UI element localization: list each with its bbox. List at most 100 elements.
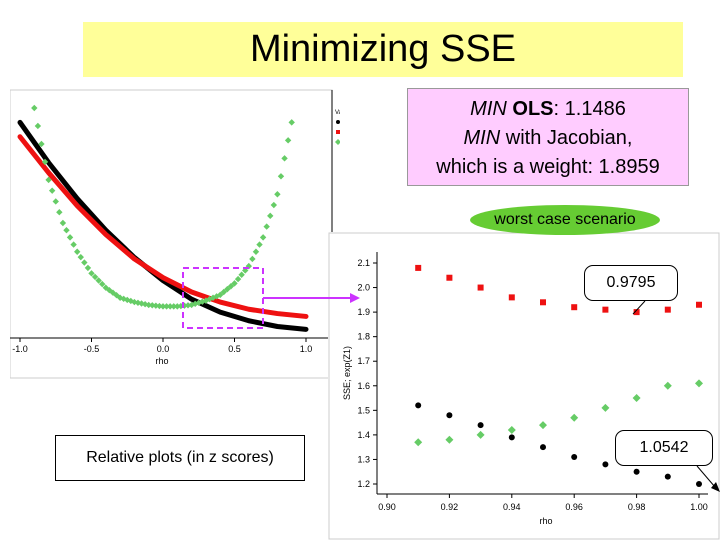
- right-series-0-point: [446, 412, 453, 419]
- left-series-2-point: [149, 302, 156, 309]
- right-series-2-point: [695, 379, 703, 388]
- left-series-2-point: [59, 219, 67, 227]
- left-x-tick-label: -0.5: [84, 344, 100, 354]
- left-x-tick-label: -1.0: [12, 344, 28, 354]
- left-series-2-point: [48, 187, 56, 194]
- min-ols-bold: OLS: [512, 98, 554, 120]
- worst-case-ellipse: worst case scenario: [470, 205, 660, 235]
- right-series-2-point: [570, 413, 579, 422]
- left-chart: -1.0-0.50.00.51.0rhoVariableSSE-OLSSSE-S…: [10, 88, 340, 380]
- left-series-2-point: [56, 209, 63, 216]
- left-series-2-point: [145, 301, 152, 309]
- right-series-1-point: [602, 306, 609, 313]
- left-series-2-point: [120, 295, 127, 303]
- right-y-tick-label: 1.7: [357, 356, 370, 366]
- right-series-0-point: [633, 468, 640, 475]
- left-series-2-point: [106, 287, 113, 294]
- min-sse-callout: MIN OLS: 1.1486 MIN with Jacobian, which…: [407, 88, 689, 186]
- left-series-2-point: [174, 303, 181, 310]
- left-x-axis-label: rho: [155, 356, 168, 366]
- right-series-0-point: [415, 402, 422, 409]
- left-x-tick-label: 1.0: [300, 344, 313, 354]
- right-y-tick-label: 1.8: [357, 332, 370, 342]
- left-series-2-point: [259, 234, 267, 241]
- right-y-tick-label: 2.0: [357, 283, 370, 293]
- right-y-tick-label: 1.2: [357, 479, 370, 489]
- right-x-tick-label: 0.94: [503, 502, 521, 512]
- left-series-2-point: [159, 303, 167, 310]
- left-series-2-point: [127, 297, 135, 305]
- left-legend-title: Variable: [335, 110, 340, 116]
- left-series-2-point: [163, 303, 170, 310]
- right-series-1-point: [696, 301, 702, 308]
- value-annotation-bottom: 1.0542: [615, 430, 713, 466]
- right-series-0-point: [508, 434, 515, 441]
- right-y-tick-label: 1.3: [357, 454, 370, 464]
- right-series-2-point: [601, 403, 610, 412]
- left-series-2-point: [166, 303, 174, 310]
- right-x-tick-label: 0.96: [565, 502, 583, 512]
- right-series-0-point: [571, 453, 578, 460]
- right-series-1-point: [664, 306, 671, 313]
- right-y-tick-label: 1.4: [357, 430, 370, 440]
- right-series-1-point: [571, 304, 578, 311]
- left-series-2-point: [70, 241, 77, 248]
- right-x-tick-label: 0.90: [378, 502, 396, 512]
- left-series-2-point: [116, 294, 124, 301]
- right-series-1-point: [446, 274, 453, 281]
- left-series-2-point: [113, 292, 120, 299]
- value-annotation-top: 0.9795: [584, 265, 678, 301]
- left-series-2-point: [177, 302, 185, 310]
- right-series-2-point: [507, 425, 516, 434]
- min-jac-text: with Jacobian,: [500, 127, 633, 149]
- left-legend-marker: [336, 120, 340, 124]
- right-series-2-point: [414, 438, 423, 447]
- right-series-1-point: [477, 284, 484, 291]
- right-series-2-point: [632, 394, 641, 403]
- right-x-tick-label: 1.00: [690, 502, 708, 512]
- left-series-2-point: [124, 296, 131, 304]
- right-series-1-point: [540, 299, 546, 306]
- left-series-2-point: [152, 302, 160, 309]
- min-ols-line: MIN OLS: 1.1486: [408, 95, 688, 124]
- right-x-tick-label: 0.98: [628, 502, 646, 512]
- left-series-2-point: [156, 302, 163, 310]
- left-series-2-point: [84, 264, 92, 272]
- left-x-tick-label: 0.5: [228, 344, 241, 354]
- left-series-2-point: [99, 280, 106, 288]
- right-series-1-point: [508, 294, 515, 301]
- right-series-1-point: [633, 309, 640, 316]
- left-series-2-point: [252, 248, 260, 255]
- right-series-0-point: [477, 422, 484, 429]
- left-series-2-point: [170, 303, 177, 310]
- left-series-2-point: [31, 104, 38, 112]
- left-series-2-point: [131, 298, 138, 306]
- left-series-2-point: [66, 234, 74, 241]
- min-ols-value: : 1.1486: [553, 98, 626, 120]
- left-series-2-point: [81, 259, 88, 266]
- right-x-axis-label: rho: [539, 516, 552, 526]
- left-series-2-point: [141, 301, 149, 308]
- right-series-0-point: [664, 473, 671, 480]
- min-jacobian-line: MIN with Jacobian,: [408, 124, 688, 153]
- left-series-2-point: [102, 284, 109, 291]
- left-series-2-point: [256, 241, 263, 248]
- right-series-0-point: [602, 461, 609, 468]
- right-y-tick-label: 1.6: [357, 381, 370, 391]
- slide-title: Minimizing SSE: [249, 28, 517, 70]
- title-banner: [83, 22, 683, 77]
- left-chart-background: [10, 88, 340, 380]
- right-y-tick-label: 2.1: [357, 258, 370, 268]
- left-series-2-point: [109, 289, 117, 296]
- left-legend-marker: [336, 130, 340, 134]
- left-series-2-point: [34, 122, 42, 130]
- min-ols-label: MIN: [470, 98, 507, 120]
- left-legend-marker: [335, 139, 340, 145]
- left-series-2-point: [134, 299, 142, 306]
- right-series-2-point: [476, 430, 485, 439]
- left-series-2-point: [88, 270, 95, 277]
- right-x-tick-label: 0.92: [441, 502, 459, 512]
- left-series-2-point: [263, 223, 270, 230]
- right-y-tick-label: 1.9: [357, 307, 370, 317]
- left-series-2-point: [288, 119, 295, 126]
